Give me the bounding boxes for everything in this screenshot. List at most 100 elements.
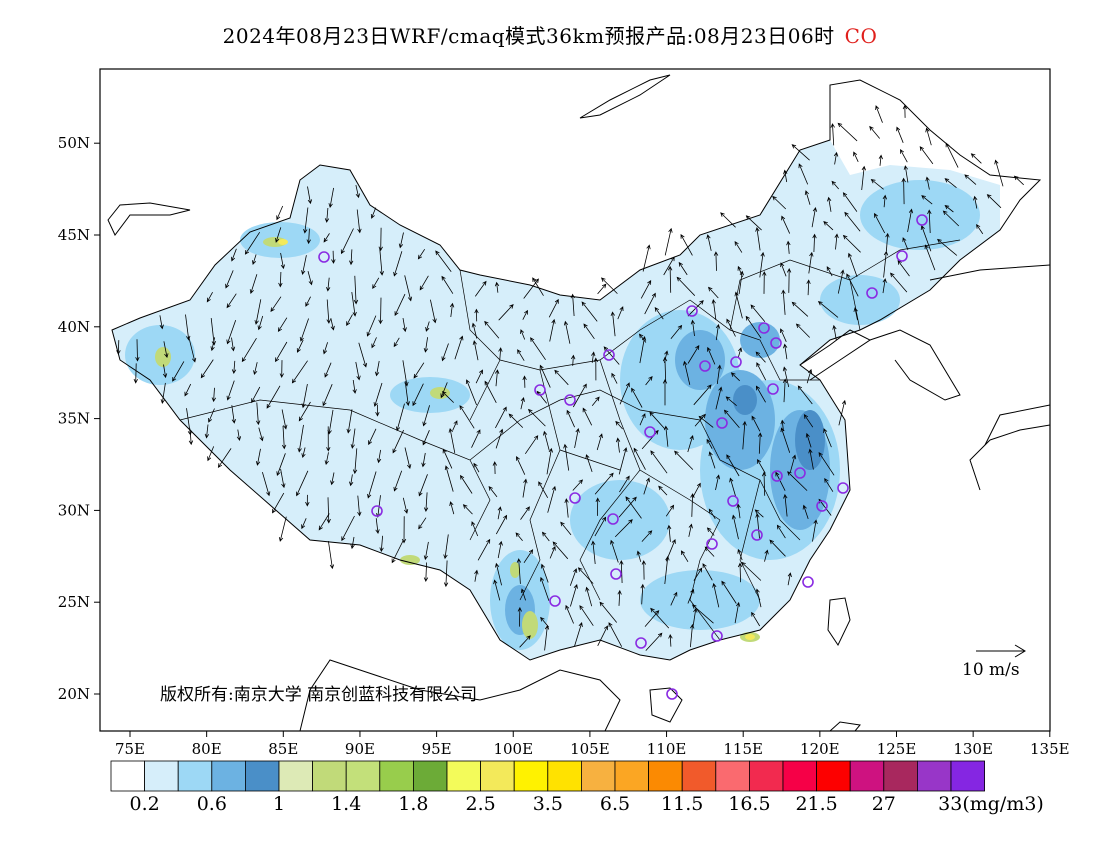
wind-arrow [1013, 175, 1024, 186]
colorbar-swatch [614, 760, 649, 792]
wind-arrow [761, 471, 767, 496]
hotspot-patches [155, 237, 760, 642]
station-marker [534, 384, 546, 396]
wind-arrow [231, 248, 237, 262]
wind-arrow [645, 632, 663, 651]
wind-arrow [591, 540, 596, 565]
colorbar-label: 21.5 [795, 793, 838, 815]
wind-arrow [574, 428, 580, 448]
wind-arrow [920, 225, 932, 252]
wind-arrow [564, 498, 569, 518]
wind-arrow [318, 513, 330, 531]
wind-arrow [823, 221, 834, 231]
wind-arrow [539, 364, 551, 388]
wind-arrow [706, 234, 712, 251]
wind-arrow [707, 346, 716, 365]
wind-arrow [281, 409, 288, 430]
wind-arrow [159, 315, 164, 330]
wind-arrow [674, 450, 694, 470]
lat-tick-label: 30N [58, 501, 90, 519]
wind-arrow [636, 550, 642, 562]
wind-arrow [615, 437, 621, 453]
wind-arrow [986, 194, 1002, 209]
map-title: 2024年08月23日WRF/cmaq模式36km预报产品:08月23日06时 C… [0, 20, 1100, 49]
wind-arrow [591, 396, 600, 406]
wind-arrow [680, 234, 693, 256]
wind-arrow [281, 425, 287, 450]
wind-arrow [600, 277, 618, 294]
wind-arrow [834, 233, 839, 250]
lat-tick-label: 50N [58, 134, 90, 152]
wind-arrow [737, 548, 743, 561]
wind-arrow [459, 405, 475, 429]
station-marker [794, 467, 806, 479]
wind-arrow [640, 280, 652, 299]
lat-tick-label: 40N [58, 318, 90, 336]
wind-arrow [324, 207, 330, 223]
wind-arrow [465, 379, 477, 406]
wind-arrow [524, 435, 539, 455]
wind-arrow [662, 356, 668, 382]
wind-vectors [116, 104, 1024, 651]
wind-arrow [615, 420, 623, 430]
wind-arrow [663, 425, 669, 447]
wind-arrow [346, 409, 353, 434]
colorbar-swatch [446, 760, 481, 792]
wind-arrow [585, 454, 593, 473]
wind-arrow [516, 558, 522, 584]
wind-arrow [349, 249, 354, 266]
wind-arrow [401, 516, 407, 544]
wind-arrow [610, 311, 616, 337]
wind-arrow [423, 562, 429, 582]
wind-arrow [298, 401, 311, 422]
wind-arrow [708, 508, 716, 520]
wind-arrow [484, 380, 497, 403]
wind-arrow [133, 363, 138, 384]
wind-arrow [423, 492, 429, 512]
wind-arrow [330, 318, 335, 331]
wind-arrow [540, 563, 549, 583]
wind-arrow [702, 563, 713, 581]
wind-arrow [275, 227, 282, 243]
wind-arrow [454, 335, 464, 360]
wind-arrow [619, 475, 630, 493]
lon-tick-label: 120E [800, 740, 840, 758]
wind-arrow [693, 567, 703, 581]
wind-arrow [566, 409, 575, 428]
wind-arrow [618, 447, 628, 475]
wind-arrow [423, 541, 429, 561]
wind-arrow [976, 223, 984, 235]
wind-arrow [252, 254, 257, 265]
colorbar-swatch [278, 760, 313, 792]
wind-arrow [667, 265, 673, 293]
copyright-text: 版权所有:南京大学 南京创蓝科技有限公司 [160, 685, 478, 705]
colorbar-swatch [749, 760, 784, 792]
lon-tick-label: 85E [268, 740, 298, 758]
station-marker [802, 576, 814, 588]
station-marker [569, 492, 581, 504]
station-marker [896, 250, 908, 262]
wind-arrow [471, 429, 481, 448]
station-marker [751, 529, 763, 541]
wind-arrow [352, 379, 357, 394]
wind-arrow [371, 337, 377, 349]
wind-arrow [208, 408, 215, 423]
colorbar-swatch [379, 760, 414, 792]
colorbar-swatch [648, 760, 683, 792]
wind-arrow [565, 604, 574, 624]
lon-tick-label: 130E [953, 740, 993, 758]
station-marker [716, 417, 728, 429]
wind-arrow [441, 343, 449, 362]
wind-arrow [452, 420, 458, 431]
wind-arrow [658, 485, 668, 496]
wind-arrow [745, 315, 762, 339]
wind-arrow [776, 524, 786, 539]
wind-arrow [611, 372, 618, 384]
colorbar-label: 33(mg/m3) [938, 793, 1044, 815]
wind-arrow [549, 318, 556, 342]
wind-arrow [472, 340, 479, 361]
wind-arrow [538, 481, 549, 498]
wind-arrow [736, 503, 741, 519]
wind-arrow [806, 279, 811, 296]
